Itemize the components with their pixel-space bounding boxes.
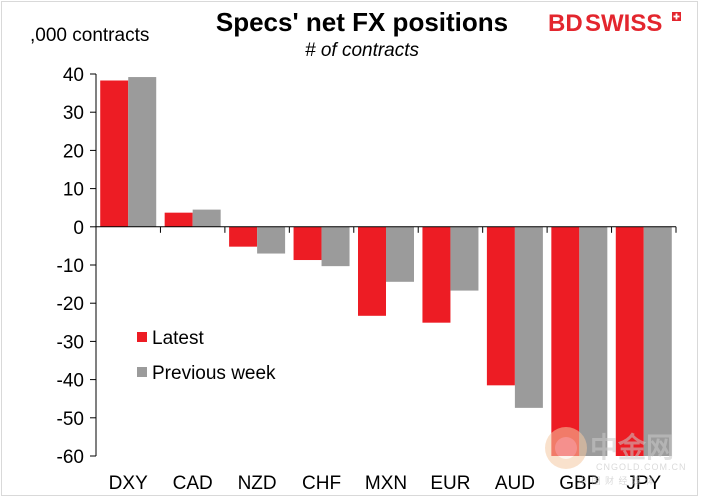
chart-title: Specs' net FX positions <box>216 7 508 37</box>
y-tick-label: 40 <box>63 65 84 86</box>
legend-label-latest: Latest <box>152 328 204 349</box>
bar-previous-jpy <box>643 226 672 456</box>
bar-latest-mxn <box>358 226 386 316</box>
x-tick-label: AUD <box>495 473 535 494</box>
watermark-url: CNGOLD.COM.CN <box>596 462 687 472</box>
brand-logo-bd: BD <box>548 10 583 37</box>
brand-logo-swiss: SWISS <box>585 10 662 37</box>
bar-latest-aud <box>486 226 515 386</box>
bar-previous-cad <box>192 209 221 227</box>
x-tick-label: JPY <box>626 473 661 494</box>
x-tick-label: DXY <box>109 473 148 494</box>
y-tick-label: 30 <box>63 103 84 124</box>
bar-latest-chf <box>293 226 322 261</box>
y-axis-label: ,000 contracts <box>30 25 149 46</box>
y-tick-label: -50 <box>57 409 84 430</box>
watermark-chinese-text: 中金网 <box>590 431 674 464</box>
bar-previous-eur <box>450 226 479 291</box>
bar-latest-jpy <box>615 226 644 456</box>
bar-previous-aud <box>514 226 543 408</box>
bar-latest-cad <box>164 212 193 227</box>
y-tick-label: 20 <box>63 141 84 162</box>
bar-previous-gbp <box>579 226 608 456</box>
x-tick-label: NZD <box>238 473 277 494</box>
y-tick-label: -60 <box>57 447 84 468</box>
y-tick-label: 10 <box>63 180 84 201</box>
y-tick-label: -20 <box>57 294 84 315</box>
watermark-logo: 中金网 CNGOLD.COM.CN 中 国 财 经 媒 体 <box>545 427 687 486</box>
watermark-tagline: 中 国 财 经 媒 体 <box>578 475 656 486</box>
legend-swatch-latest <box>137 332 147 342</box>
y-tick-label: 0 <box>73 218 84 239</box>
bar-previous-dxy <box>128 77 157 227</box>
y-tick-label: -40 <box>57 371 84 392</box>
bar-previous-nzd <box>257 226 286 254</box>
watermark-emblem-icon <box>545 427 587 469</box>
bar-latest-gbp <box>551 226 580 456</box>
bar-previous-mxn <box>386 226 414 282</box>
y-tick-label: -10 <box>57 256 84 277</box>
axes-layer <box>95 74 677 456</box>
bar-latest-nzd <box>229 226 258 247</box>
bar-latest-dxy <box>100 80 129 227</box>
legend: Latest Previous week <box>137 328 276 384</box>
x-tick-label: MXN <box>365 473 407 494</box>
bar-previous-chf <box>321 226 350 267</box>
bars-layer <box>100 77 672 456</box>
bar-latest-eur <box>422 226 451 323</box>
x-tick-label: GBP <box>559 473 599 494</box>
y-axis: 40 30 20 10 0 -10 -20 -30 -40 -50 -60 <box>57 65 96 468</box>
y-tick-label: -30 <box>57 332 84 353</box>
x-axis: DXY CAD NZD CHF MXN EUR AUD GBP JPY <box>109 473 662 494</box>
legend-label-previous-week: Previous week <box>152 363 276 384</box>
x-tick-label: CAD <box>173 473 213 494</box>
x-tick-label: EUR <box>430 473 470 494</box>
legend-swatch-previous-week <box>137 367 147 377</box>
x-tick-label: CHF <box>302 473 341 494</box>
brand-logo: BD SWISS <box>548 10 681 37</box>
chart-subtitle: # of contracts <box>305 40 420 61</box>
swiss-cross-icon <box>672 12 681 21</box>
